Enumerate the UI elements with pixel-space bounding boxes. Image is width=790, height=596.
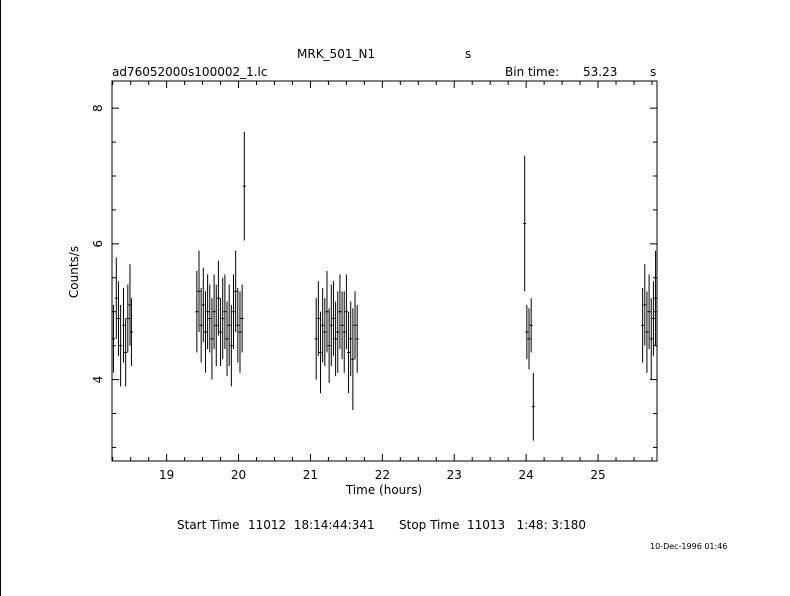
x-tick-label: 21	[303, 468, 318, 482]
x-tick-label: 23	[447, 468, 462, 482]
bin-time-value: 53.23	[583, 65, 618, 79]
plot-frame	[111, 80, 658, 462]
x-tick-label: 20	[231, 468, 246, 482]
y-tick-label: 8	[91, 104, 105, 112]
y-axis-label: Counts/s	[67, 246, 81, 298]
x-tick-label: 25	[590, 468, 605, 482]
axis-ticks	[112, 81, 657, 461]
plot-timestamp: 10-Dec-1996 01:46	[650, 542, 728, 551]
y-tick-label: 4	[91, 376, 105, 384]
data-points	[111, 131, 658, 441]
target-unit: s	[465, 47, 472, 61]
start-time-value: 11012 18:14:44:341	[248, 518, 375, 532]
x-tick-labels: 19 20 21 22 23 24 25	[159, 468, 606, 482]
x-tick-label: 24	[519, 468, 534, 482]
x-tick-label: 22	[375, 468, 390, 482]
stop-time-label: Stop Time	[399, 518, 460, 532]
target-name: MRK_501_N1	[297, 47, 376, 61]
stop-time-value: 11013 1:48: 3:180	[467, 518, 587, 532]
y-tick-label: 6	[91, 240, 105, 248]
x-axis-label: Time (hours)	[345, 483, 422, 497]
file-name: ad76052000s100002_1.lc	[112, 65, 268, 79]
bin-time-unit: s	[650, 65, 657, 79]
bin-time-label: Bin time:	[505, 65, 560, 79]
window-left-border	[0, 0, 1, 596]
start-time-label: Start Time	[177, 518, 240, 532]
y-tick-labels: 4 6 8	[91, 104, 105, 383]
x-tick-label: 19	[159, 468, 174, 482]
